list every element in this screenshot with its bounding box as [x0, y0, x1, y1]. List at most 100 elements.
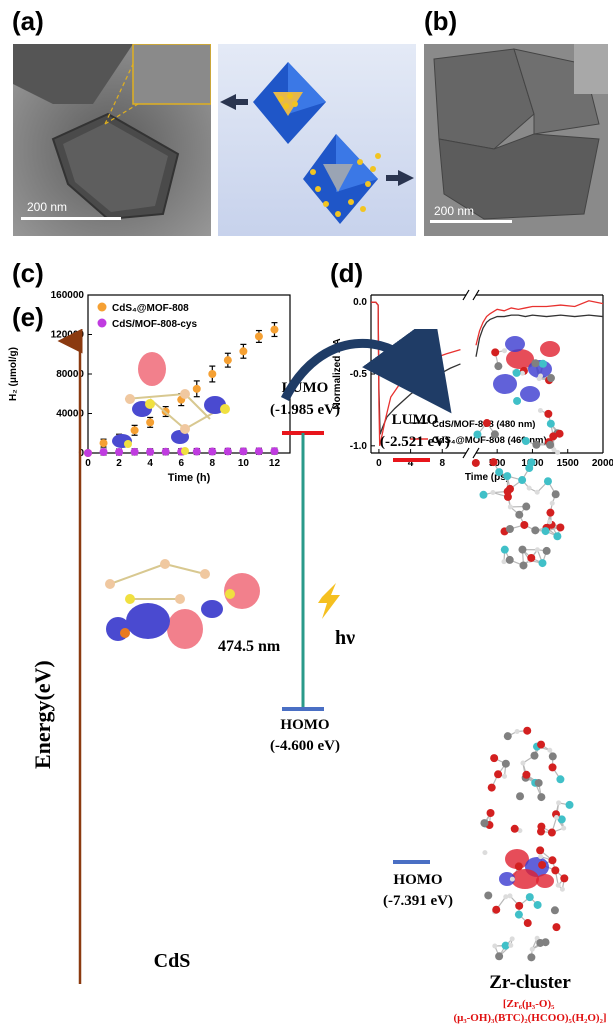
band-gap-label: 474.5 nm	[218, 638, 281, 655]
cluster-atom	[503, 487, 512, 496]
cluster-atom	[518, 545, 527, 554]
cluster-atom	[543, 477, 552, 486]
cluster-atom	[555, 882, 561, 888]
cluster-atom	[512, 368, 521, 377]
cluster-atom	[529, 946, 535, 952]
cluster-atom	[492, 905, 501, 914]
cluster-atom	[547, 828, 556, 837]
y-tick-label: 80000	[56, 369, 84, 380]
x-tick-label: 8	[439, 458, 445, 469]
zr-lumo-label: LUMO	[392, 412, 439, 428]
arrow-left-icon	[220, 94, 236, 110]
data-point-series-1	[254, 447, 263, 456]
cluster-atom	[526, 485, 532, 491]
cluster-atom	[510, 824, 519, 833]
cluster-atom	[537, 740, 546, 749]
data-point-series-1	[239, 447, 248, 456]
cluster-atom	[509, 936, 515, 942]
cluster-atom	[482, 850, 488, 856]
cluster-atom	[503, 894, 509, 900]
y-tick-label: 160000	[51, 290, 85, 301]
cluster-orbital-lobe	[506, 349, 534, 369]
cluster-atom	[553, 814, 559, 820]
x-axis-label: Time (h)	[168, 472, 211, 484]
x-tick-label: 4	[147, 458, 153, 469]
cluster-orbital-lobe	[505, 336, 525, 352]
cluster-atom	[495, 468, 504, 477]
cds-homo-label: HOMO	[280, 717, 329, 733]
cluster-atom	[491, 348, 500, 357]
cluster-atom	[500, 545, 509, 554]
cluster-atom	[508, 942, 514, 948]
cluster-atom	[509, 876, 515, 882]
cluster-atom	[555, 429, 564, 438]
cluster-atom	[494, 362, 503, 371]
cluster-atom	[552, 923, 561, 932]
tem-image-a: 200 nm	[13, 44, 211, 236]
cluster-atom	[495, 952, 504, 961]
cluster-atom	[560, 874, 569, 883]
cluster-atom	[538, 854, 544, 860]
arrow-right-icon	[398, 170, 414, 186]
zr-cluster-homo-structure	[480, 726, 574, 962]
cluster-atom	[531, 526, 540, 535]
cds-homo-value: (-4.600 eV)	[270, 738, 340, 754]
cluster-atom	[546, 440, 555, 449]
energy-level-diagram: Energy(eV) LUMO (-1.985 eV) HOMO (-	[30, 329, 607, 1024]
cluster-atom	[527, 458, 536, 467]
data-point-series-1	[223, 447, 232, 456]
series-line-right-0	[475, 314, 604, 357]
x-tick-label: 8	[210, 458, 216, 469]
chart-h2-evolution: 02468101204000080000120000160000Time (h)…	[8, 290, 291, 484]
x-tick-label: 12	[269, 458, 281, 469]
cluster-atom	[549, 500, 555, 506]
chart-c-legend: CdS₄@MOF-808 CdS/MOF-808-cys	[97, 302, 197, 330]
y-tick-label: 0	[78, 448, 84, 459]
cluster-atom	[503, 732, 512, 741]
cluster-atom	[507, 504, 513, 510]
cluster-atom	[502, 773, 508, 779]
cluster-atom	[546, 419, 555, 428]
cluster-atom	[494, 770, 503, 779]
cluster-atom	[532, 440, 541, 449]
x-tick-label: 6	[178, 458, 184, 469]
panel-label-e: (e)	[12, 302, 44, 332]
cluster-atom	[553, 532, 562, 541]
cluster-atom	[538, 559, 547, 568]
cluster-atom	[515, 510, 524, 519]
cluster-atom	[565, 800, 574, 809]
cluster-atom	[541, 527, 550, 536]
cluster-atom	[501, 941, 510, 950]
y-tick-label: -1.0	[350, 441, 368, 452]
data-point-series-0	[254, 332, 263, 341]
data-point-series-1	[99, 448, 108, 457]
cluster-atom	[530, 751, 539, 760]
cluster-atom	[513, 396, 522, 405]
cluster-atom	[490, 430, 499, 439]
cluster-atom	[505, 524, 514, 533]
cluster-orbital-lobe	[505, 849, 529, 869]
cluster-atom	[548, 752, 557, 761]
cluster-atom	[520, 520, 529, 529]
panel-label-c: (c)	[12, 258, 44, 288]
cluster-atom	[525, 893, 534, 902]
cluster-atom	[501, 559, 507, 565]
cluster-atom	[523, 919, 532, 928]
cluster-atom	[514, 910, 523, 919]
cluster-atom	[550, 906, 559, 915]
axis-break-mark	[472, 447, 480, 459]
axis-break-mark	[472, 289, 480, 301]
cluster-atom	[556, 523, 565, 532]
data-point-series-1	[208, 447, 217, 456]
cluster-atom	[480, 819, 489, 828]
zr-cluster-formula: [Zr₆(μ₃-O)₅ (μ₃-OH)₃(BTC)₂(HCOO)₅(H₂O)₂]	[453, 998, 606, 1024]
cluster-atom	[538, 860, 547, 869]
zr-cluster-label: Zr-cluster	[489, 972, 571, 993]
panel-label-a: (a)	[12, 6, 44, 36]
cluster-atom	[479, 490, 488, 499]
cluster-atom	[559, 886, 565, 892]
cluster-atom	[486, 808, 495, 817]
cluster-atom	[490, 754, 499, 763]
y-tick-label: 40000	[56, 409, 84, 420]
cluster-orbital-lobe	[540, 341, 560, 357]
